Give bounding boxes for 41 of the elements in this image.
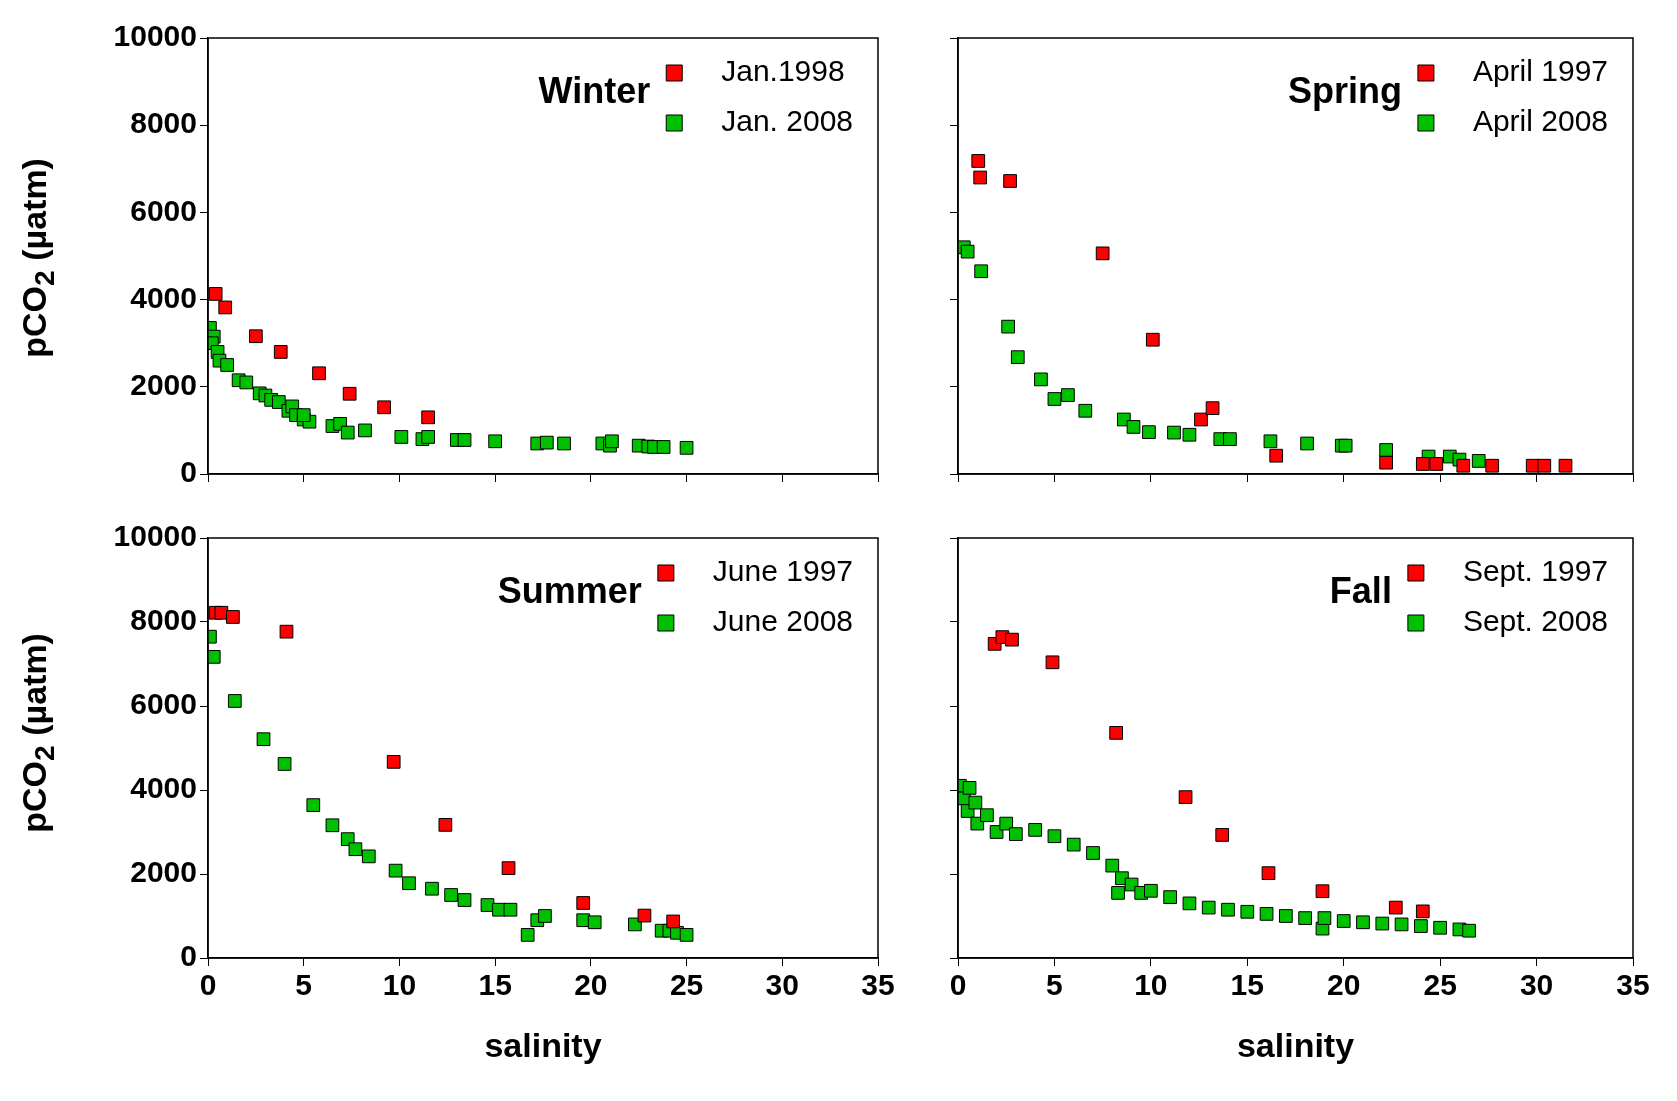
- x-axis-title: salinity: [1236, 1025, 1355, 1064]
- y-tick-label: 10000: [113, 519, 197, 553]
- legend-label: Jan. 2008: [721, 104, 853, 138]
- x-tick-label: 10: [382, 968, 417, 1002]
- y-tick-label: 2000: [130, 855, 197, 889]
- legend-label: Jan.1998: [721, 54, 845, 88]
- y-tick-label: 2000: [130, 368, 197, 402]
- y-tick-label: 10000: [113, 19, 197, 53]
- legend-label: Sept. 1997: [1462, 554, 1608, 588]
- x-tick-label: 20: [1327, 968, 1361, 1002]
- y-tick-label: 0: [180, 455, 197, 489]
- x-tick-label: 15: [1230, 968, 1264, 1002]
- legend-label: Sept. 2008: [1462, 604, 1608, 638]
- y-tick-label: 6000: [130, 687, 197, 721]
- y-tick-label: 4000: [130, 771, 197, 805]
- text: Winter: [538, 69, 651, 111]
- x-tick-label: 25: [1423, 968, 1457, 1002]
- x-tick-label: 15: [478, 968, 512, 1002]
- legend-label: June 2008: [712, 604, 854, 638]
- x-tick-label: 5: [295, 968, 313, 1002]
- y-tick-label: 6000: [130, 193, 197, 227]
- x-tick-label: 30: [1519, 968, 1554, 1002]
- x-tick-label: 25: [669, 968, 704, 1002]
- y-tick-label: 0: [180, 939, 197, 973]
- x-tick-label: 35: [1616, 968, 1650, 1002]
- x-tick-label: 10: [1134, 968, 1168, 1002]
- x-tick-label: 20: [574, 968, 608, 1002]
- text: Fall: [1329, 569, 1392, 611]
- legend-label: April 2008: [1472, 104, 1609, 138]
- y-tick-label: 8000: [130, 106, 197, 140]
- legend-label: April 1997: [1472, 54, 1609, 88]
- y-tick-label: 8000: [130, 603, 197, 637]
- x-tick-label: 0: [949, 968, 967, 1002]
- x-tick-label: 5: [1046, 968, 1063, 1002]
- y-tick-label: 4000: [130, 280, 197, 314]
- legend-label: June 1997: [712, 554, 854, 588]
- x-tick-label: 35: [861, 968, 895, 1002]
- x-axis-title: salinity: [484, 1025, 602, 1064]
- text: Summer: [497, 569, 642, 611]
- text: Spring: [1287, 69, 1402, 111]
- x-tick-label: 30: [765, 968, 799, 1002]
